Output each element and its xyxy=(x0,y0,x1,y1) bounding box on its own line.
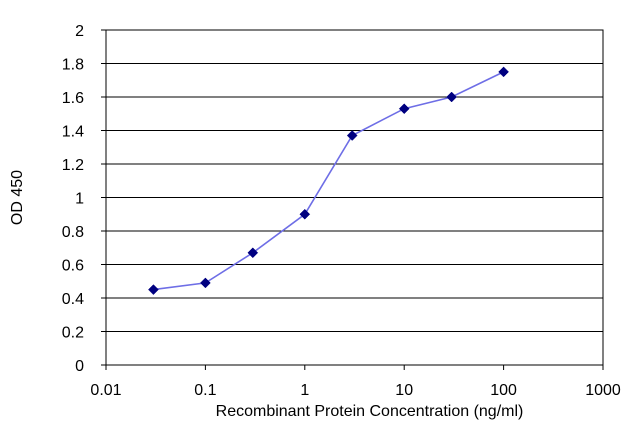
x-tick-label: 1 xyxy=(300,382,309,399)
x-tick-label: 0.01 xyxy=(90,382,121,399)
y-tick-label: 1.8 xyxy=(62,57,84,74)
y-tick-label: 0.8 xyxy=(62,224,84,241)
series-layer xyxy=(148,66,509,295)
y-axis-title: OD 450 xyxy=(9,170,26,225)
grid-lines xyxy=(106,29,603,366)
x-axis-title: Recombinant Protein Concentration (ng/ml… xyxy=(216,403,524,420)
y-tick-label: 2 xyxy=(75,23,84,40)
x-tick-label: 10 xyxy=(395,382,413,399)
data-point xyxy=(398,103,410,115)
x-tick-label: 1000 xyxy=(585,382,621,399)
y-tick-label: 0.4 xyxy=(62,291,84,308)
data-point xyxy=(200,277,211,289)
y-tick-label: 1.6 xyxy=(62,90,84,107)
x-axis-ticks: 0.01 0.1 1 10 100 1000 xyxy=(90,365,621,399)
data-point xyxy=(498,66,509,78)
y-tick-label: 0.6 xyxy=(62,258,84,275)
data-point xyxy=(247,247,259,259)
y-tick-label: 1 xyxy=(75,191,84,208)
data-point xyxy=(148,284,159,295)
y-tick-label: 0 xyxy=(75,358,84,375)
data-point xyxy=(446,91,457,103)
y-axis-ticks: 0 0.2 0.4 0.6 0.8 1 1.2 1.4 1.6 1.8 2 xyxy=(62,23,106,375)
series-line xyxy=(153,71,504,291)
data-point xyxy=(299,208,311,220)
y-tick-label: 0.2 xyxy=(62,325,84,342)
y-tick-label: 1.4 xyxy=(62,124,84,141)
x-tick-label: 100 xyxy=(490,382,517,399)
y-tick-label: 1.2 xyxy=(62,157,84,174)
x-tick-label: 0.1 xyxy=(194,382,216,399)
data-point xyxy=(346,130,358,141)
